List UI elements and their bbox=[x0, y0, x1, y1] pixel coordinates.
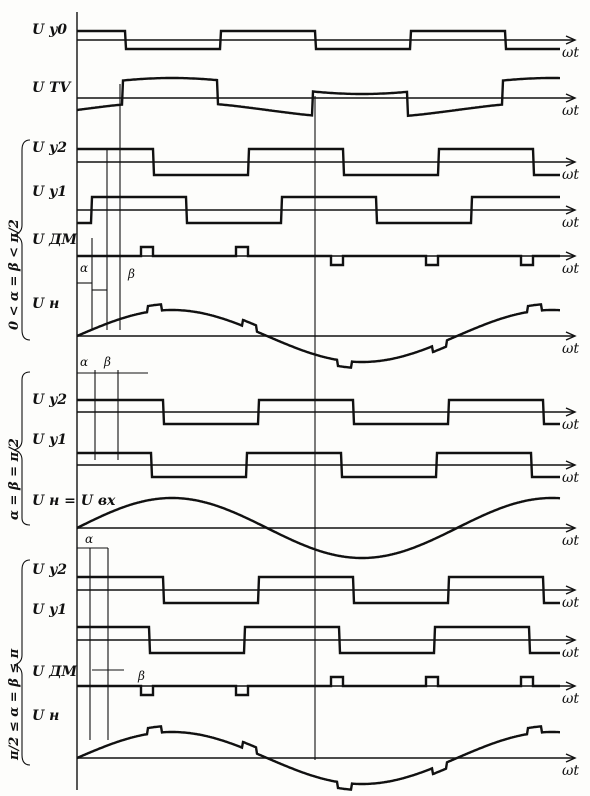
c-uy1-arrowhead bbox=[565, 635, 577, 645]
c-udm-arrowhead bbox=[565, 681, 577, 691]
a-un-label: U н bbox=[32, 296, 59, 312]
case-c-condition: π/2 ≤ α = β ≤ π bbox=[7, 648, 22, 761]
b-un-label: U н = U вх bbox=[32, 493, 116, 509]
beta-label-a: β bbox=[127, 267, 135, 281]
uy0-axis-label: ωt bbox=[562, 45, 579, 61]
group-braces bbox=[13, 139, 31, 766]
uy0-waveform bbox=[77, 29, 560, 51]
b-uy2-waveform bbox=[77, 398, 560, 426]
c-udm-label: U ДМ bbox=[32, 664, 78, 680]
utv-arrowhead bbox=[565, 93, 577, 103]
b-uy1-waveform bbox=[77, 451, 560, 479]
a-uy2-arrowhead bbox=[565, 157, 577, 167]
beta-label-b: β bbox=[103, 355, 111, 369]
a-udm-waveform bbox=[77, 245, 560, 267]
a-uy1-axis-label: ωt bbox=[562, 215, 579, 231]
c-uy2-waveform bbox=[77, 575, 560, 605]
c-udm-axis-label: ωt bbox=[562, 691, 579, 707]
a-udm-arrowhead bbox=[565, 251, 577, 261]
a-uy1-waveform bbox=[77, 195, 560, 225]
alpha-label-b: α bbox=[80, 355, 88, 369]
a-uy2-waveform bbox=[77, 147, 560, 177]
c-uy1-waveform bbox=[77, 625, 560, 655]
c-un-label: U н bbox=[32, 708, 59, 724]
a-un-waveform bbox=[76, 303, 560, 369]
angle-annotations: α β α β α β bbox=[77, 261, 148, 683]
a-un-axis-label: ωt bbox=[562, 341, 579, 357]
c-un-waveform bbox=[76, 725, 560, 791]
a-uy2-label: U y2 bbox=[32, 140, 67, 156]
brace-case-a bbox=[13, 139, 31, 341]
a-udm-label: U ДМ bbox=[32, 232, 78, 248]
c-un-axis-label: ωt bbox=[562, 763, 579, 779]
beta-label-c: β bbox=[137, 669, 145, 683]
b-uy2-label: U y2 bbox=[32, 392, 67, 408]
b-un-arrowhead bbox=[565, 523, 577, 533]
utv-label: U TV bbox=[32, 80, 73, 96]
b-uy1-axis-label: ωt bbox=[562, 470, 579, 486]
a-uy1-label: U y1 bbox=[32, 184, 67, 200]
b-un-axis-label: ωt bbox=[562, 533, 579, 549]
b-un-waveform bbox=[76, 496, 561, 560]
b-uy1-arrowhead bbox=[565, 460, 577, 470]
b-uy1-label: U y1 bbox=[32, 432, 67, 448]
c-un-arrowhead bbox=[565, 753, 577, 763]
a-udm-axis-label: ωt bbox=[562, 261, 579, 277]
utv-waveform bbox=[76, 76, 560, 118]
c-uy1-axis-label: ωt bbox=[562, 645, 579, 661]
c-uy2-arrowhead bbox=[565, 585, 577, 595]
c-uy2-label: U y2 bbox=[32, 562, 67, 578]
c-uy1-label: U y1 bbox=[32, 602, 67, 618]
b-uy2-arrowhead bbox=[565, 407, 577, 417]
alpha-label-c: α bbox=[85, 532, 93, 546]
case-b-condition: α = β = π/2 bbox=[7, 438, 22, 520]
a-uy2-axis-label: ωt bbox=[562, 167, 579, 183]
b-uy2-axis-label: ωt bbox=[562, 417, 579, 433]
a-un-arrowhead bbox=[565, 331, 577, 341]
alpha-label-a: α bbox=[80, 261, 88, 275]
uy0-arrowhead bbox=[565, 35, 577, 45]
case-a-condition: 0 < α = β < π/2 bbox=[7, 219, 22, 330]
uy0-label: U y0 bbox=[32, 22, 67, 38]
utv-axis-label: ωt bbox=[562, 103, 579, 119]
c-uy2-axis-label: ωt bbox=[562, 595, 579, 611]
brace-case-c bbox=[13, 559, 31, 766]
a-uy1-arrowhead bbox=[565, 205, 577, 215]
c-udm-waveform bbox=[77, 675, 560, 697]
brace-case-b bbox=[13, 371, 31, 526]
